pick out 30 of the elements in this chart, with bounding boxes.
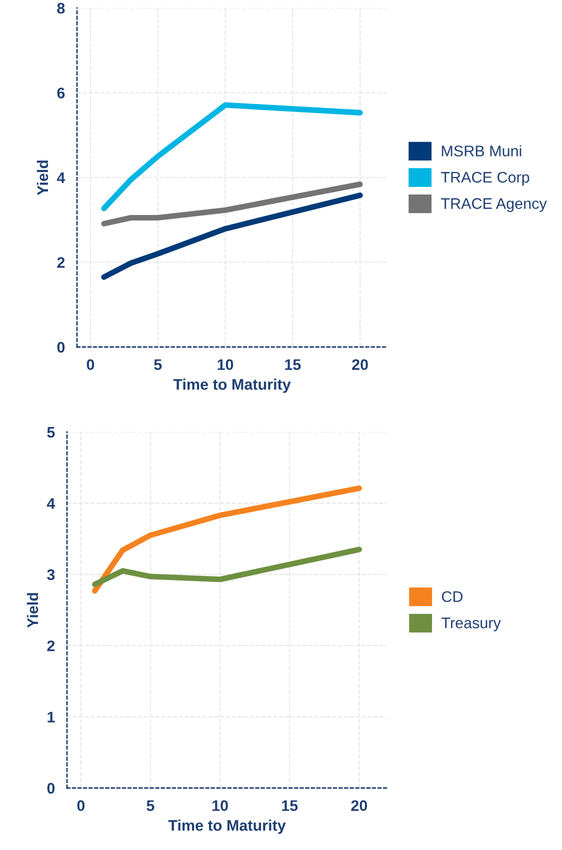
y-tick-label: 4 <box>56 172 66 184</box>
x-tick-label: 20 <box>352 359 368 370</box>
x-tick-label: 0 <box>86 359 94 370</box>
x-axis-title: Time to Maturity <box>168 820 286 834</box>
legend-label: Treasury <box>442 618 501 632</box>
y-tick-label: 1 <box>48 712 55 722</box>
y-tick-label: 8 <box>57 2 65 14</box>
y-tick-label: 0 <box>47 782 55 794</box>
x-tick-label: 10 <box>218 359 234 370</box>
y-tick-label: 2 <box>57 257 65 268</box>
x-axis-title: Time to Maturity <box>173 378 291 393</box>
x-tick-label: 15 <box>285 359 301 370</box>
x-tick-label: 20 <box>351 800 368 812</box>
x-tick-label: 10 <box>212 800 228 812</box>
x-tick-label: 15 <box>282 800 298 812</box>
x-tick-label: 0 <box>77 800 85 812</box>
y-axis-title: Yield <box>26 593 38 628</box>
legend-label: MSRB Muni <box>442 145 522 156</box>
y-tick-label: 6 <box>57 88 65 98</box>
x-tick-label: 5 <box>154 359 162 370</box>
legend-label: TRACE Corp <box>441 172 530 186</box>
legend-label: TRACE Agency <box>441 198 547 212</box>
y-tick-label: 2 <box>47 640 55 652</box>
y-tick-label: 4 <box>46 498 56 509</box>
y-tick-label: 5 <box>47 427 55 438</box>
x-tick-label: 5 <box>146 800 154 812</box>
y-tick-label: 0 <box>57 342 65 353</box>
legend-label: CD <box>442 591 463 602</box>
y-axis-title: Yield <box>36 160 48 196</box>
y-tick-label: 3 <box>47 569 55 580</box>
